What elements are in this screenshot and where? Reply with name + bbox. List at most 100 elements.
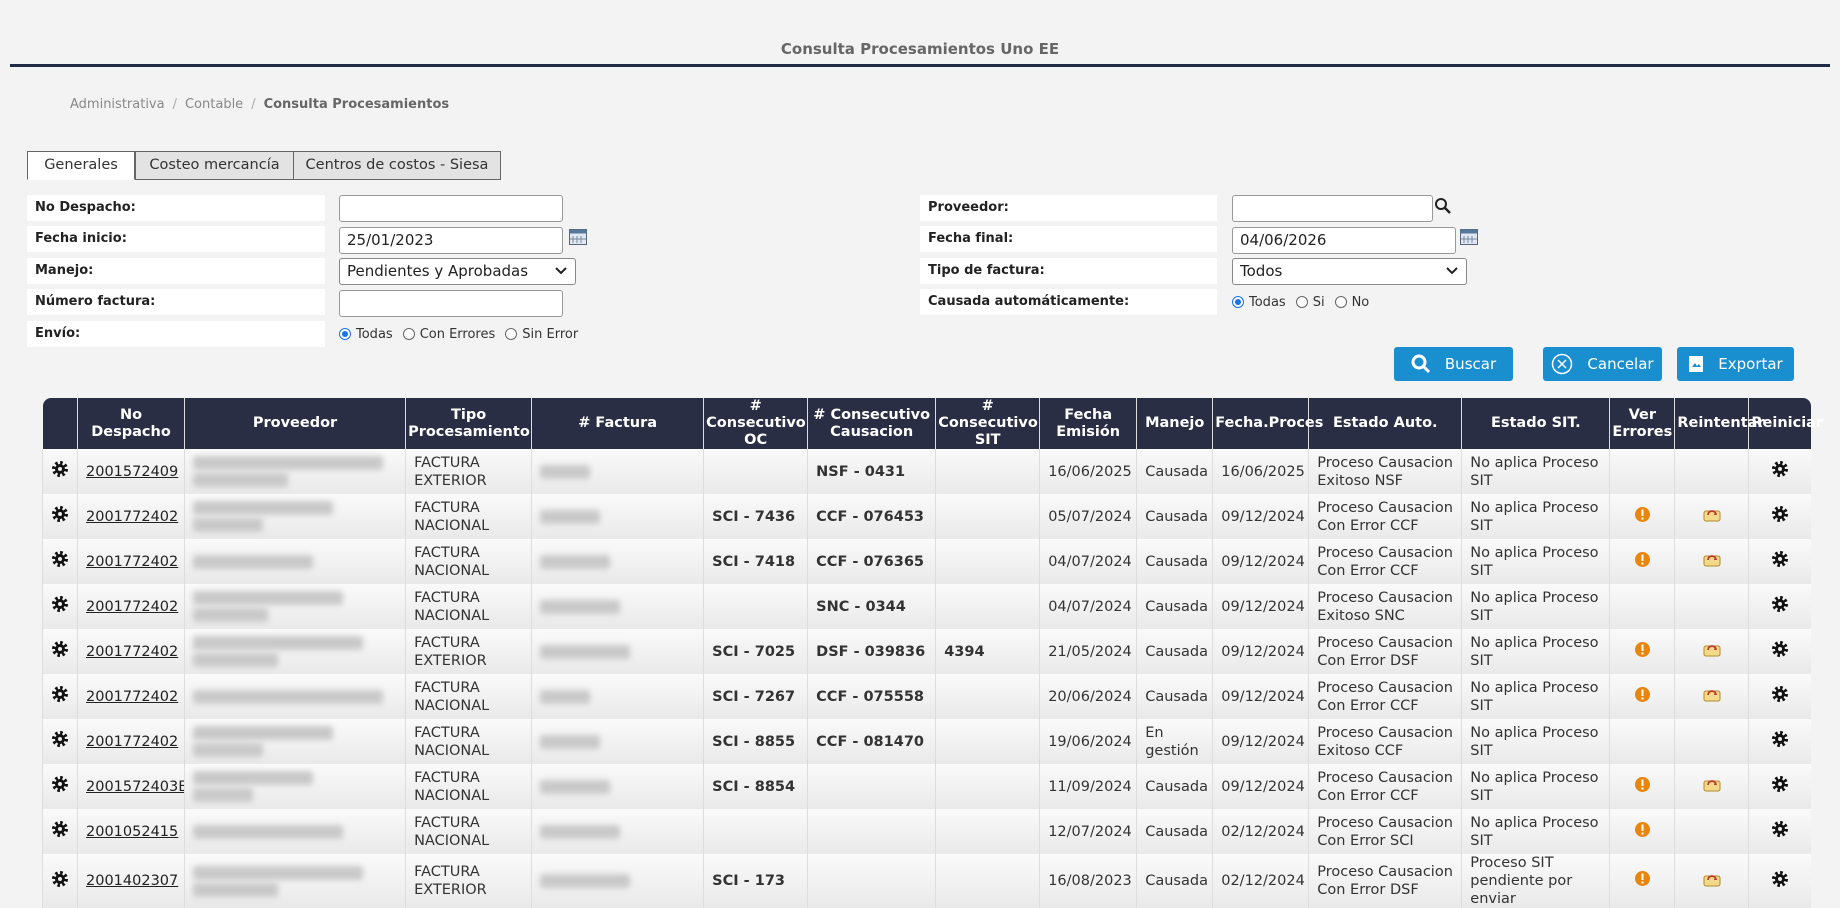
error-icon[interactable] [1634, 776, 1651, 793]
despacho-link[interactable]: 2001772402 [86, 688, 179, 705]
radio[interactable] [505, 328, 518, 340]
radio[interactable] [1334, 296, 1347, 308]
blurred-text [540, 599, 621, 614]
gear-icon[interactable] [1771, 870, 1789, 888]
despacho-link[interactable]: 2001772402 [86, 553, 179, 570]
gear-icon[interactable] [1771, 820, 1789, 838]
table-cell: FACTURA EXTERIOR [405, 854, 532, 908]
retry-icon[interactable] [1703, 686, 1721, 702]
error-icon[interactable] [1634, 641, 1651, 658]
search-button[interactable]: Buscar [1394, 347, 1513, 381]
gear-icon[interactable] [51, 595, 69, 613]
tab[interactable]: Centros de costos - Siesa [293, 151, 501, 180]
text-input[interactable] [339, 290, 563, 317]
cell-text: No aplica Proceso SIT [1470, 499, 1599, 534]
table-cell: SCI - 7025 [703, 629, 808, 674]
cell-text: 16/06/2025 [1221, 463, 1305, 480]
retry-icon[interactable] [1703, 551, 1721, 567]
table-cell [1609, 719, 1675, 764]
error-icon[interactable] [1634, 870, 1651, 887]
gear-icon[interactable] [1771, 595, 1789, 613]
radio[interactable] [402, 328, 415, 340]
error-icon[interactable] [1634, 551, 1651, 568]
gear-icon[interactable] [51, 505, 69, 523]
cell-text: 12/07/2024 [1048, 823, 1132, 840]
table-cell [531, 719, 704, 764]
calendar-icon[interactable] [569, 229, 587, 245]
text-input[interactable] [1232, 195, 1433, 222]
tab[interactable]: Costeo mercancía [135, 151, 294, 180]
table-cell [1674, 854, 1749, 908]
retry-icon[interactable] [1703, 776, 1721, 792]
cell-text: Causada [1145, 508, 1208, 525]
cell-text: 09/12/2024 [1221, 733, 1305, 750]
radio-label: Todas [1249, 294, 1286, 310]
gear-icon[interactable] [1771, 460, 1789, 478]
radio[interactable] [339, 328, 351, 340]
error-icon[interactable] [1634, 821, 1651, 838]
gear-icon[interactable] [51, 870, 69, 888]
radio[interactable] [1232, 296, 1244, 308]
table-cell [935, 539, 1040, 584]
search-icon[interactable] [1434, 197, 1452, 215]
error-icon[interactable] [1634, 506, 1651, 523]
cell-text: CCF - 076365 [816, 553, 924, 570]
table-cell: 09/12/2024 [1212, 719, 1309, 764]
despacho-link[interactable]: 2001772402 [86, 598, 179, 615]
table-cell: 09/12/2024 [1212, 539, 1309, 584]
table-cell: SCI - 8855 [703, 719, 808, 764]
gear-icon[interactable] [1771, 505, 1789, 523]
text-input[interactable] [339, 195, 563, 222]
gear-icon[interactable] [1771, 775, 1789, 793]
gear-icon[interactable] [51, 775, 69, 793]
breadcrumb-item[interactable]: Administrativa [70, 97, 165, 112]
cell-text: Proceso Causacion Con Error CCF [1317, 679, 1453, 714]
export-button[interactable]: Exportar [1677, 347, 1794, 381]
gear-icon[interactable] [1771, 550, 1789, 568]
table-cell [531, 809, 704, 854]
retry-icon[interactable] [1703, 506, 1721, 522]
blurred-text [540, 644, 631, 659]
radio[interactable] [1295, 296, 1308, 308]
despacho-link[interactable]: 2001572409 [86, 463, 179, 480]
retry-icon[interactable] [1703, 871, 1721, 887]
gear-icon[interactable] [51, 550, 69, 568]
table-cell: 02/12/2024 [1212, 854, 1309, 908]
blurred-text [540, 554, 611, 569]
calendar-icon[interactable] [1460, 229, 1478, 245]
gear-icon[interactable] [1771, 730, 1789, 748]
cell-text: Proceso Causacion Con Error DSF [1317, 864, 1453, 898]
gear-icon[interactable] [51, 730, 69, 748]
date-input[interactable]: 04/06/2026 [1232, 227, 1456, 254]
cell-text: 04/07/2024 [1048, 598, 1132, 615]
breadcrumb-item[interactable]: Contable [184, 97, 244, 112]
table-cell [1609, 629, 1675, 674]
cancel-button[interactable]: Cancelar [1543, 347, 1662, 381]
retry-icon[interactable] [1703, 641, 1721, 657]
button-label: Buscar [1444, 355, 1497, 373]
gear-icon[interactable] [51, 685, 69, 703]
error-icon[interactable] [1634, 686, 1651, 703]
table-cell [1674, 674, 1749, 719]
despacho-link[interactable]: 2001772402 [86, 733, 179, 750]
cell-text: 05/07/2024 [1048, 508, 1132, 525]
date-input[interactable]: 25/01/2023 [339, 227, 563, 254]
cell-text: Proceso Causacion Con Error CCF [1317, 499, 1453, 534]
cell-text: Causada [1145, 873, 1208, 889]
gear-icon[interactable] [51, 640, 69, 658]
gear-icon[interactable] [1771, 685, 1789, 703]
despacho-link[interactable]: 2001052415 [86, 823, 179, 840]
tab[interactable]: Generales [27, 151, 135, 180]
select[interactable]: Todos [1232, 258, 1467, 285]
table-cell: FACTURA EXTERIOR [405, 629, 532, 674]
select[interactable]: Pendientes y Aprobadas [339, 258, 576, 285]
gear-icon[interactable] [51, 820, 69, 838]
blurred-text [193, 726, 334, 740]
despacho-link[interactable]: 2001772402 [86, 643, 179, 660]
table-cell: 09/12/2024 [1212, 674, 1309, 719]
gear-icon[interactable] [51, 460, 69, 478]
despacho-link[interactable]: 2001402307 [86, 873, 179, 889]
gear-icon[interactable] [1771, 640, 1789, 658]
despacho-link[interactable]: 2001772402 [86, 508, 179, 525]
despacho-link[interactable]: 2001572403B [86, 778, 185, 795]
